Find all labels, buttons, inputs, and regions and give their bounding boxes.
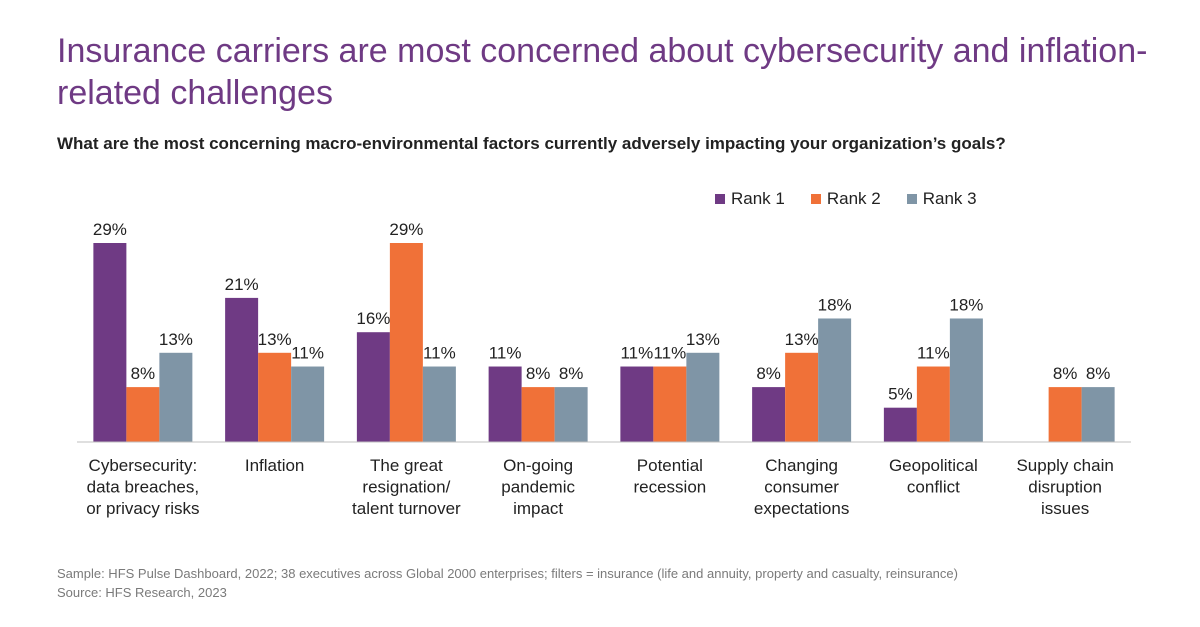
bar-3-3 <box>422 366 456 442</box>
data-label-3-1: 13% <box>159 330 193 349</box>
data-label-1-3: 16% <box>356 309 390 328</box>
data-label-1-1: 29% <box>93 220 127 239</box>
data-label-2-8: 8% <box>1053 364 1078 383</box>
data-label-1-4: 11% <box>489 344 522 363</box>
bar-1-1 <box>93 243 127 442</box>
bar-2-6 <box>785 352 819 442</box>
bar-1-6 <box>752 387 786 442</box>
legend-label-rank-1: Rank 1 <box>731 189 785 208</box>
category-label-1-line-2: data breaches, <box>87 478 199 497</box>
data-label-3-5: 13% <box>686 330 720 349</box>
data-label-3-3: 11% <box>423 344 456 363</box>
category-label-7-line-1: Geopolitical <box>889 456 978 475</box>
footer: Sample: HFS Pulse Dashboard, 2022; 38 ex… <box>57 564 958 602</box>
category-label-6-line-1: Changing <box>765 456 838 475</box>
category-label-4-line-1: On-going <box>503 456 573 475</box>
bar-1-5 <box>620 366 654 442</box>
category-label-6-line-2: consumer <box>764 478 839 497</box>
data-label-3-7: 18% <box>949 295 983 314</box>
bar-2-1 <box>126 387 160 442</box>
category-label-1-line-1: Cybersecurity: <box>89 456 198 475</box>
bar-3-2 <box>291 366 325 442</box>
bar-2-2 <box>258 352 292 442</box>
category-label-4-line-2: pandemic <box>501 478 575 497</box>
data-label-2-6: 13% <box>785 330 819 349</box>
bar-1-3 <box>356 332 390 442</box>
bar-3-4 <box>554 387 588 442</box>
category-label-3-line-3: talent turnover <box>352 499 461 518</box>
data-label-1-7: 5% <box>888 385 913 404</box>
bar-2-8 <box>1048 387 1082 442</box>
data-label-2-2: 13% <box>258 330 292 349</box>
data-label-1-5: 11% <box>620 344 653 363</box>
chart-subtitle: What are the most concerning macro-envir… <box>57 134 1006 153</box>
legend-item-rank-3: Rank 3 <box>906 189 977 209</box>
legend-swatch-rank-2 <box>810 194 821 204</box>
data-label-3-2: 11% <box>291 344 324 363</box>
category-label-7-line-2: conflict <box>907 478 960 497</box>
data-label-3-4: 8% <box>559 364 584 383</box>
bar-2-3 <box>389 243 423 442</box>
category-label-1-line-3: or privacy risks <box>86 499 199 518</box>
chart-title: Insurance carriers are most concerned ab… <box>57 32 1148 112</box>
footer-sample-note: Sample: HFS Pulse Dashboard, 2022; 38 ex… <box>57 566 958 581</box>
legend-label-rank-3: Rank 3 <box>922 189 977 208</box>
data-label-3-6: 18% <box>818 295 852 314</box>
bar-1-2 <box>225 297 259 442</box>
bar-1-7 <box>883 407 917 442</box>
data-label-2-3: 29% <box>389 220 423 239</box>
legend-swatch-rank-1 <box>715 194 725 204</box>
legend: Rank 1 Rank 2 Rank 3 <box>715 189 977 209</box>
bar-2-4 <box>521 387 555 442</box>
legend-label-rank-2: Rank 2 <box>826 189 881 208</box>
category-label-5-line-2: recession <box>633 478 706 497</box>
category-label-8-line-1: Supply chain <box>1016 456 1113 475</box>
legend-item-rank-1: Rank 1 <box>715 189 785 209</box>
legend-item-rank-2: Rank 2 <box>810 189 881 209</box>
bar-3-6 <box>818 318 852 442</box>
legend-swatch-rank-3 <box>906 194 917 204</box>
category-label-6-line-3: expectations <box>754 499 849 518</box>
bar-3-1 <box>159 352 193 442</box>
category-label-2-line-1: Inflation <box>245 456 305 475</box>
data-label-2-1: 8% <box>131 364 156 383</box>
data-label-1-6: 8% <box>756 364 781 383</box>
data-label-2-7: 11% <box>917 344 950 363</box>
category-label-3-line-1: The great <box>370 456 443 475</box>
category-label-5-line-1: Potential <box>637 456 703 475</box>
data-label-2-5: 11% <box>653 344 686 363</box>
bar-3-5 <box>686 352 720 442</box>
data-label-3-8: 8% <box>1086 364 1111 383</box>
bar-3-7 <box>949 318 983 442</box>
category-label-8-line-2: disruption <box>1028 478 1102 497</box>
data-label-2-4: 8% <box>526 364 551 383</box>
bar-2-5 <box>653 366 687 442</box>
bar-1-4 <box>488 366 522 442</box>
category-label-8-line-3: issues <box>1041 499 1089 518</box>
data-label-1-2: 21% <box>225 275 259 294</box>
footer-source-note: Source: HFS Research, 2023 <box>57 585 227 600</box>
bar-2-7 <box>916 366 950 442</box>
category-label-3-line-2: resignation/ <box>362 478 450 497</box>
bar-3-8 <box>1081 387 1115 442</box>
category-label-4-line-3: impact <box>513 499 563 518</box>
